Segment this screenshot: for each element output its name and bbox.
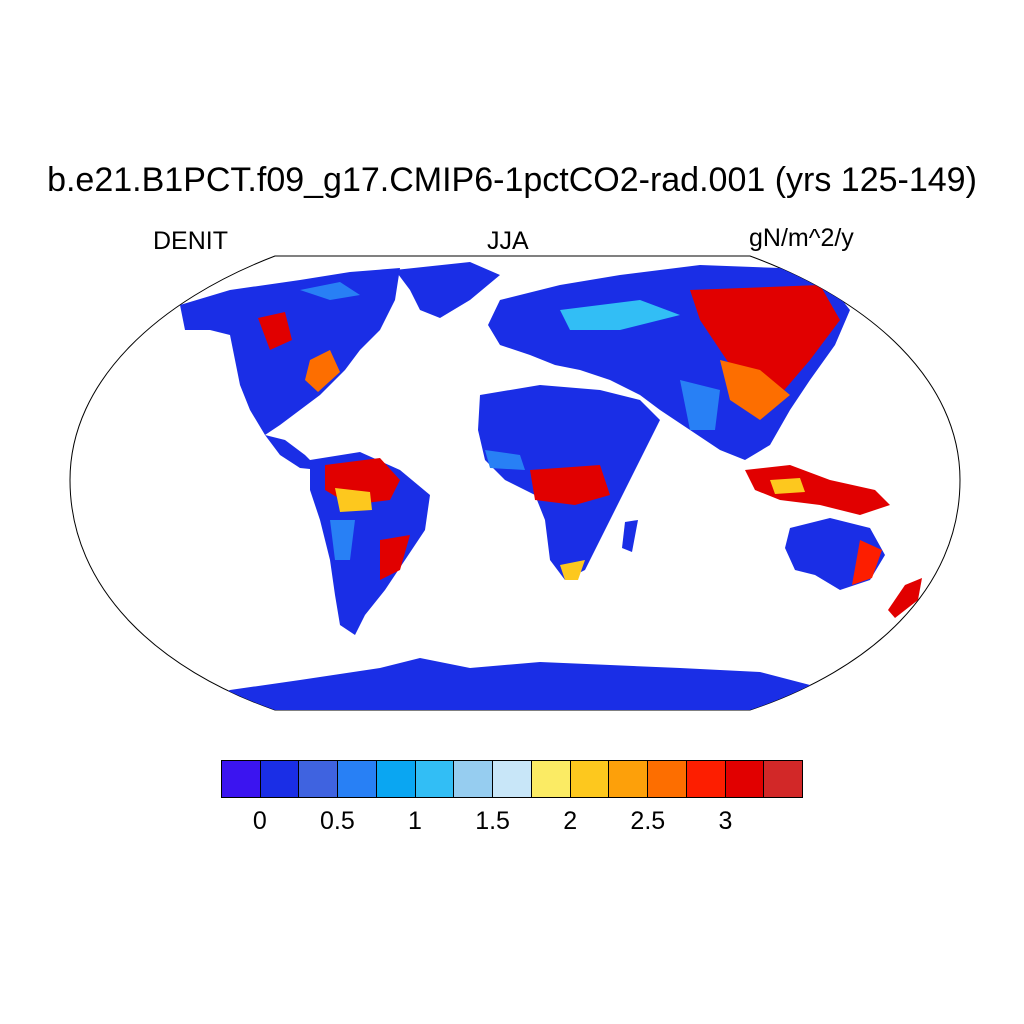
- variable-label: DENIT: [153, 227, 228, 255]
- colorbar-tick-label: 3: [718, 807, 733, 835]
- antarctica: [180, 658, 850, 710]
- maritime-se-asia: [745, 465, 890, 515]
- colorbar-box-4: [376, 761, 416, 797]
- colorbar-box-13: [725, 761, 765, 797]
- colorbar-box-2: [299, 761, 339, 797]
- colorbar-box-10: [609, 761, 649, 797]
- colorbar-box-3: [338, 761, 377, 797]
- central-america: [265, 435, 320, 470]
- units-label: gN/m^2/y: [749, 224, 854, 252]
- north-america: [180, 268, 400, 435]
- greenland: [395, 262, 500, 318]
- colorbar-box-1: [260, 761, 300, 797]
- season-label: JJA: [487, 227, 529, 255]
- colorbar-box-8: [531, 761, 571, 797]
- colorbar-tick-label: 2.5: [630, 807, 666, 835]
- land-layer: [180, 262, 922, 710]
- colorbar-tick-label: 0: [252, 807, 267, 835]
- colorbar-tick-label: 1.5: [475, 807, 510, 835]
- colorbar-tick-label: 0.5: [320, 807, 355, 835]
- colorbar-box-6: [454, 761, 494, 797]
- colorbar-box-7: [493, 761, 532, 797]
- colorbar-box-11: [648, 761, 687, 797]
- colorbar-box-5: [415, 761, 455, 797]
- colorbar: [221, 760, 803, 798]
- colorbar-box-9: [570, 761, 610, 797]
- colorbar-tick-label: 1: [408, 807, 422, 835]
- colorbar-tick-label: 2: [563, 807, 578, 835]
- plot-title: b.e21.B1PCT.f09_g17.CMIP6-1pctCO2-rad.00…: [47, 161, 977, 199]
- colorbar-box-12: [686, 761, 726, 797]
- colorbar-box-0: [222, 761, 261, 797]
- colorbar-box-14: [764, 761, 803, 797]
- new-zealand: [888, 578, 922, 618]
- madagascar: [622, 520, 638, 552]
